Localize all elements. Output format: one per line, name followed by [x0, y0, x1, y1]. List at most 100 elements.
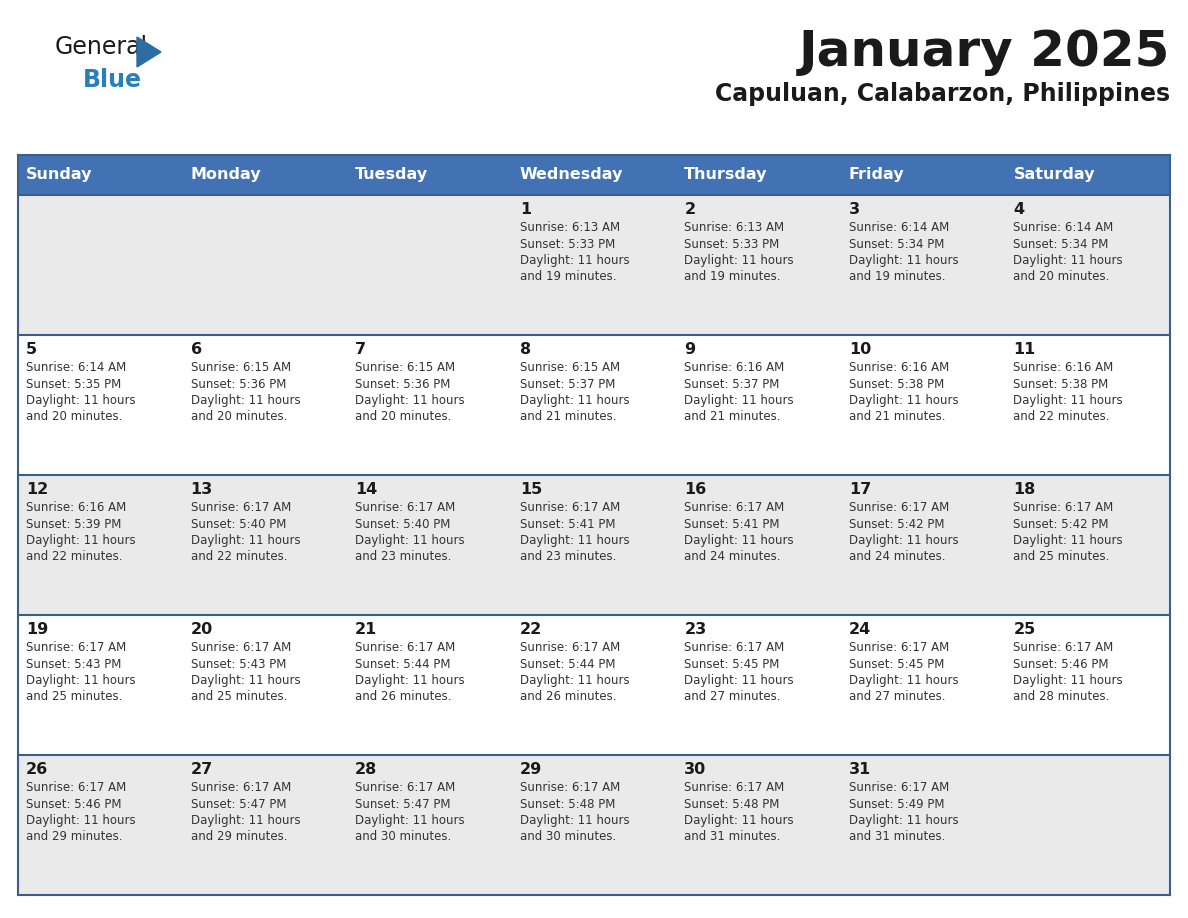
- Bar: [347, 335, 512, 475]
- Bar: [18, 335, 183, 475]
- Bar: [841, 755, 1005, 895]
- Text: Capuluan, Calabarzon, Philippines: Capuluan, Calabarzon, Philippines: [715, 82, 1170, 106]
- Bar: [512, 615, 676, 755]
- Text: Sunrise: 6:17 AM
Sunset: 5:41 PM
Daylight: 11 hours
and 24 minutes.: Sunrise: 6:17 AM Sunset: 5:41 PM Dayligh…: [684, 501, 794, 564]
- Bar: [18, 155, 183, 195]
- Bar: [676, 615, 841, 755]
- Bar: [512, 475, 676, 615]
- Bar: [841, 475, 1005, 615]
- Bar: [347, 475, 512, 615]
- Bar: [1005, 195, 1170, 335]
- Bar: [512, 755, 676, 895]
- Text: General: General: [55, 35, 148, 59]
- Text: January 2025: January 2025: [798, 28, 1170, 76]
- Text: 17: 17: [849, 482, 871, 497]
- Text: Tuesday: Tuesday: [355, 167, 428, 183]
- Text: 22: 22: [519, 622, 542, 637]
- Bar: [347, 195, 512, 335]
- Text: 3: 3: [849, 202, 860, 217]
- Bar: [18, 755, 183, 895]
- Bar: [183, 335, 347, 475]
- Polygon shape: [137, 37, 162, 67]
- Bar: [1005, 615, 1170, 755]
- Text: 29: 29: [519, 762, 542, 777]
- Bar: [1005, 335, 1170, 475]
- Bar: [1005, 475, 1170, 615]
- Bar: [18, 615, 183, 755]
- Text: Wednesday: Wednesday: [519, 167, 623, 183]
- Text: Sunrise: 6:13 AM
Sunset: 5:33 PM
Daylight: 11 hours
and 19 minutes.: Sunrise: 6:13 AM Sunset: 5:33 PM Dayligh…: [519, 221, 630, 284]
- Bar: [676, 195, 841, 335]
- Text: Sunrise: 6:17 AM
Sunset: 5:43 PM
Daylight: 11 hours
and 25 minutes.: Sunrise: 6:17 AM Sunset: 5:43 PM Dayligh…: [26, 641, 135, 703]
- Text: Sunrise: 6:14 AM
Sunset: 5:35 PM
Daylight: 11 hours
and 20 minutes.: Sunrise: 6:14 AM Sunset: 5:35 PM Dayligh…: [26, 361, 135, 423]
- Bar: [347, 155, 512, 195]
- Text: Sunrise: 6:17 AM
Sunset: 5:44 PM
Daylight: 11 hours
and 26 minutes.: Sunrise: 6:17 AM Sunset: 5:44 PM Dayligh…: [519, 641, 630, 703]
- Text: Sunrise: 6:16 AM
Sunset: 5:38 PM
Daylight: 11 hours
and 21 minutes.: Sunrise: 6:16 AM Sunset: 5:38 PM Dayligh…: [849, 361, 959, 423]
- Text: Sunday: Sunday: [26, 167, 93, 183]
- Text: 4: 4: [1013, 202, 1024, 217]
- Text: Sunrise: 6:17 AM
Sunset: 5:48 PM
Daylight: 11 hours
and 31 minutes.: Sunrise: 6:17 AM Sunset: 5:48 PM Dayligh…: [684, 781, 794, 844]
- Text: Sunrise: 6:17 AM
Sunset: 5:41 PM
Daylight: 11 hours
and 23 minutes.: Sunrise: 6:17 AM Sunset: 5:41 PM Dayligh…: [519, 501, 630, 564]
- Text: 18: 18: [1013, 482, 1036, 497]
- Text: Sunrise: 6:13 AM
Sunset: 5:33 PM
Daylight: 11 hours
and 19 minutes.: Sunrise: 6:13 AM Sunset: 5:33 PM Dayligh…: [684, 221, 794, 284]
- Text: 16: 16: [684, 482, 707, 497]
- Bar: [841, 195, 1005, 335]
- Bar: [183, 615, 347, 755]
- Bar: [841, 335, 1005, 475]
- Text: 5: 5: [26, 342, 37, 357]
- Bar: [841, 615, 1005, 755]
- Text: Sunrise: 6:16 AM
Sunset: 5:39 PM
Daylight: 11 hours
and 22 minutes.: Sunrise: 6:16 AM Sunset: 5:39 PM Dayligh…: [26, 501, 135, 564]
- Text: Sunrise: 6:17 AM
Sunset: 5:43 PM
Daylight: 11 hours
and 25 minutes.: Sunrise: 6:17 AM Sunset: 5:43 PM Dayligh…: [190, 641, 301, 703]
- Text: Sunrise: 6:17 AM
Sunset: 5:47 PM
Daylight: 11 hours
and 29 minutes.: Sunrise: 6:17 AM Sunset: 5:47 PM Dayligh…: [190, 781, 301, 844]
- Text: 15: 15: [519, 482, 542, 497]
- Text: 26: 26: [26, 762, 49, 777]
- Text: 25: 25: [1013, 622, 1036, 637]
- Text: 24: 24: [849, 622, 871, 637]
- Text: Thursday: Thursday: [684, 167, 767, 183]
- Text: 6: 6: [190, 342, 202, 357]
- Bar: [18, 195, 183, 335]
- Text: Sunrise: 6:17 AM
Sunset: 5:42 PM
Daylight: 11 hours
and 24 minutes.: Sunrise: 6:17 AM Sunset: 5:42 PM Dayligh…: [849, 501, 959, 564]
- Text: 2: 2: [684, 202, 695, 217]
- Text: Sunrise: 6:16 AM
Sunset: 5:37 PM
Daylight: 11 hours
and 21 minutes.: Sunrise: 6:16 AM Sunset: 5:37 PM Dayligh…: [684, 361, 794, 423]
- Text: 9: 9: [684, 342, 695, 357]
- Text: Sunrise: 6:17 AM
Sunset: 5:42 PM
Daylight: 11 hours
and 25 minutes.: Sunrise: 6:17 AM Sunset: 5:42 PM Dayligh…: [1013, 501, 1123, 564]
- Text: 12: 12: [26, 482, 49, 497]
- Text: 19: 19: [26, 622, 49, 637]
- Text: 1: 1: [519, 202, 531, 217]
- Text: 20: 20: [190, 622, 213, 637]
- Bar: [676, 155, 841, 195]
- Text: Sunrise: 6:17 AM
Sunset: 5:45 PM
Daylight: 11 hours
and 27 minutes.: Sunrise: 6:17 AM Sunset: 5:45 PM Dayligh…: [684, 641, 794, 703]
- Text: Sunrise: 6:16 AM
Sunset: 5:38 PM
Daylight: 11 hours
and 22 minutes.: Sunrise: 6:16 AM Sunset: 5:38 PM Dayligh…: [1013, 361, 1123, 423]
- Bar: [347, 615, 512, 755]
- Text: 10: 10: [849, 342, 871, 357]
- Text: 14: 14: [355, 482, 378, 497]
- Bar: [183, 155, 347, 195]
- Text: 7: 7: [355, 342, 366, 357]
- Text: Sunrise: 6:17 AM
Sunset: 5:46 PM
Daylight: 11 hours
and 29 minutes.: Sunrise: 6:17 AM Sunset: 5:46 PM Dayligh…: [26, 781, 135, 844]
- Bar: [183, 195, 347, 335]
- Bar: [1005, 755, 1170, 895]
- Text: Sunrise: 6:17 AM
Sunset: 5:46 PM
Daylight: 11 hours
and 28 minutes.: Sunrise: 6:17 AM Sunset: 5:46 PM Dayligh…: [1013, 641, 1123, 703]
- Text: 13: 13: [190, 482, 213, 497]
- Bar: [676, 475, 841, 615]
- Text: Sunrise: 6:17 AM
Sunset: 5:40 PM
Daylight: 11 hours
and 22 minutes.: Sunrise: 6:17 AM Sunset: 5:40 PM Dayligh…: [190, 501, 301, 564]
- Text: Sunrise: 6:17 AM
Sunset: 5:40 PM
Daylight: 11 hours
and 23 minutes.: Sunrise: 6:17 AM Sunset: 5:40 PM Dayligh…: [355, 501, 465, 564]
- Text: Sunrise: 6:17 AM
Sunset: 5:48 PM
Daylight: 11 hours
and 30 minutes.: Sunrise: 6:17 AM Sunset: 5:48 PM Dayligh…: [519, 781, 630, 844]
- Text: 30: 30: [684, 762, 707, 777]
- Text: Sunrise: 6:14 AM
Sunset: 5:34 PM
Daylight: 11 hours
and 20 minutes.: Sunrise: 6:14 AM Sunset: 5:34 PM Dayligh…: [1013, 221, 1123, 284]
- Bar: [841, 155, 1005, 195]
- Text: Sunrise: 6:15 AM
Sunset: 5:36 PM
Daylight: 11 hours
and 20 minutes.: Sunrise: 6:15 AM Sunset: 5:36 PM Dayligh…: [190, 361, 301, 423]
- Text: 27: 27: [190, 762, 213, 777]
- Text: 31: 31: [849, 762, 871, 777]
- Text: Sunrise: 6:17 AM
Sunset: 5:45 PM
Daylight: 11 hours
and 27 minutes.: Sunrise: 6:17 AM Sunset: 5:45 PM Dayligh…: [849, 641, 959, 703]
- Bar: [347, 755, 512, 895]
- Text: 11: 11: [1013, 342, 1036, 357]
- Text: Sunrise: 6:17 AM
Sunset: 5:49 PM
Daylight: 11 hours
and 31 minutes.: Sunrise: 6:17 AM Sunset: 5:49 PM Dayligh…: [849, 781, 959, 844]
- Text: Blue: Blue: [83, 68, 143, 92]
- Text: 23: 23: [684, 622, 707, 637]
- Text: 21: 21: [355, 622, 378, 637]
- Text: Sunrise: 6:14 AM
Sunset: 5:34 PM
Daylight: 11 hours
and 19 minutes.: Sunrise: 6:14 AM Sunset: 5:34 PM Dayligh…: [849, 221, 959, 284]
- Bar: [183, 475, 347, 615]
- Bar: [676, 755, 841, 895]
